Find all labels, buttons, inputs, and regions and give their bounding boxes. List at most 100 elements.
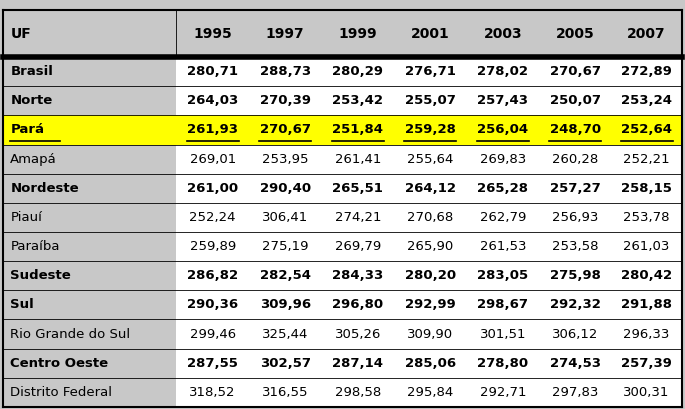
Bar	[3, 348, 176, 378]
Bar	[539, 319, 612, 348]
Text: Sudeste: Sudeste	[10, 269, 71, 282]
Bar	[466, 174, 539, 203]
Text: 275,98: 275,98	[550, 269, 601, 282]
Text: 318,52: 318,52	[189, 386, 236, 399]
Bar	[321, 203, 394, 232]
Text: 306,41: 306,41	[262, 211, 308, 224]
Bar	[176, 261, 249, 290]
Bar	[249, 261, 321, 290]
Text: 255,64: 255,64	[407, 153, 453, 166]
Text: 274,53: 274,53	[550, 357, 601, 370]
Bar	[539, 10, 612, 57]
Bar	[466, 261, 539, 290]
Bar	[176, 174, 249, 203]
Bar	[3, 174, 176, 203]
Bar	[612, 290, 682, 319]
Text: 270,39: 270,39	[260, 94, 311, 107]
Text: 269,01: 269,01	[190, 153, 236, 166]
Text: 309,90: 309,90	[408, 328, 453, 341]
Text: 265,90: 265,90	[407, 240, 453, 253]
Text: 257,43: 257,43	[477, 94, 528, 107]
Bar	[539, 144, 612, 174]
Text: 251,84: 251,84	[332, 124, 384, 137]
Bar	[249, 378, 321, 407]
Text: 270,67: 270,67	[550, 65, 601, 78]
Bar	[466, 290, 539, 319]
Text: 252,21: 252,21	[623, 153, 670, 166]
Text: 2003: 2003	[484, 27, 522, 40]
Bar	[3, 378, 176, 407]
Bar	[176, 348, 249, 378]
Bar	[612, 86, 682, 115]
Bar	[612, 57, 682, 86]
Bar	[321, 174, 394, 203]
Text: 296,80: 296,80	[332, 299, 384, 311]
Bar	[176, 115, 249, 144]
Bar	[321, 86, 394, 115]
Text: 299,46: 299,46	[190, 328, 236, 341]
Bar	[321, 10, 394, 57]
Text: 262,79: 262,79	[479, 211, 526, 224]
Bar	[394, 115, 466, 144]
Text: 288,73: 288,73	[260, 65, 311, 78]
Bar	[539, 203, 612, 232]
Bar	[394, 319, 466, 348]
Text: UF: UF	[10, 27, 31, 40]
Text: 265,51: 265,51	[332, 182, 383, 195]
Text: 2007: 2007	[627, 27, 666, 40]
Bar	[3, 86, 176, 115]
Bar	[539, 348, 612, 378]
Bar	[394, 10, 466, 57]
Text: 292,99: 292,99	[405, 299, 456, 311]
Bar	[466, 115, 539, 144]
Bar	[3, 203, 176, 232]
Bar	[249, 115, 321, 144]
Text: Nordeste: Nordeste	[10, 182, 79, 195]
Text: Norte: Norte	[10, 94, 53, 107]
Bar	[176, 378, 249, 407]
Text: 298,67: 298,67	[477, 299, 528, 311]
Bar	[321, 57, 394, 86]
Text: 287,55: 287,55	[187, 357, 238, 370]
Bar	[466, 203, 539, 232]
Text: 276,71: 276,71	[405, 65, 456, 78]
Bar	[539, 115, 612, 144]
Text: Pará: Pará	[10, 124, 45, 137]
Bar	[249, 203, 321, 232]
Text: 295,84: 295,84	[407, 386, 453, 399]
Text: 305,26: 305,26	[334, 328, 381, 341]
Bar	[394, 174, 466, 203]
Text: 283,05: 283,05	[477, 269, 528, 282]
Bar	[612, 174, 682, 203]
Bar	[466, 232, 539, 261]
Text: 264,03: 264,03	[187, 94, 238, 107]
Bar	[612, 144, 682, 174]
Text: 302,57: 302,57	[260, 357, 311, 370]
Bar	[3, 232, 176, 261]
Text: Paraíba: Paraíba	[10, 240, 60, 253]
Bar	[394, 348, 466, 378]
Text: 280,42: 280,42	[621, 269, 672, 282]
Text: 261,53: 261,53	[479, 240, 526, 253]
Text: 278,80: 278,80	[477, 357, 528, 370]
Text: 260,28: 260,28	[552, 153, 599, 166]
Text: 269,79: 269,79	[335, 240, 381, 253]
Text: 261,41: 261,41	[334, 153, 381, 166]
Bar	[176, 86, 249, 115]
Bar	[612, 319, 682, 348]
Bar	[176, 232, 249, 261]
Text: 287,14: 287,14	[332, 357, 384, 370]
Bar	[321, 378, 394, 407]
Text: 256,93: 256,93	[552, 211, 599, 224]
Text: 253,78: 253,78	[623, 211, 670, 224]
Text: 297,83: 297,83	[552, 386, 599, 399]
Text: 261,93: 261,93	[187, 124, 238, 137]
Text: 285,06: 285,06	[405, 357, 456, 370]
Text: 257,39: 257,39	[621, 357, 672, 370]
Bar	[249, 57, 321, 86]
Text: 272,89: 272,89	[621, 65, 672, 78]
Text: 253,58: 253,58	[552, 240, 599, 253]
Text: 253,24: 253,24	[621, 94, 672, 107]
Bar	[466, 378, 539, 407]
Text: Centro Oeste: Centro Oeste	[10, 357, 108, 370]
